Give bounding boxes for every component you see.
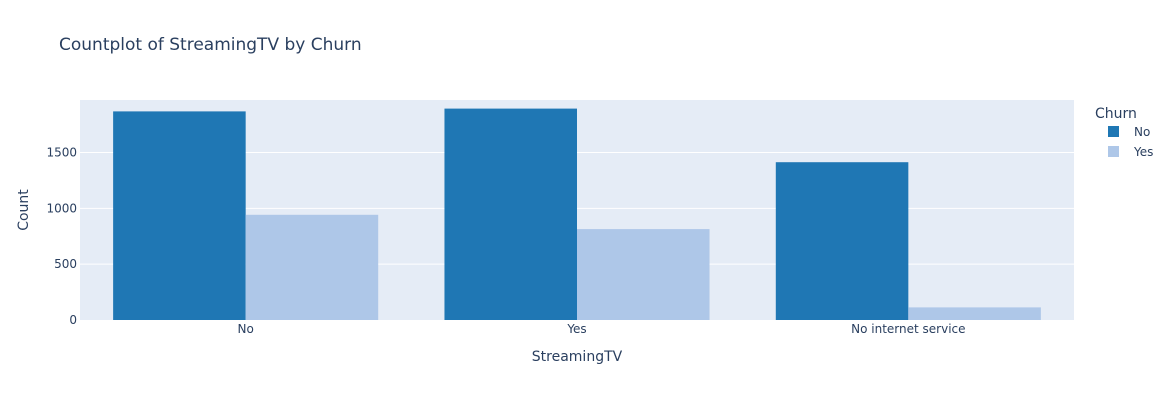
bar-no-internet-service-no[interactable] [775,162,909,320]
legend-label-yes[interactable]: Yes [1133,145,1153,159]
y-tick-label: 0 [69,313,77,327]
x-axis-ticks: No Yes No internet service [238,322,966,336]
y-axis-title: Count [16,189,32,231]
x-tick-label: No [238,322,254,336]
x-axis-title: StreamingTV [532,349,623,365]
y-tick-label: 500 [54,257,77,271]
legend-swatch-no[interactable] [1108,126,1119,137]
bar-no-no[interactable] [113,111,246,320]
y-tick-label: 1500 [46,145,77,159]
bars [113,108,1041,320]
x-tick-label: Yes [566,322,586,336]
y-axis-ticks: 0 500 1000 1500 [46,145,77,327]
bar-yes-yes[interactable] [577,229,710,320]
bar-no-internet-service-yes[interactable] [908,307,1041,320]
legend-items: No Yes [1108,125,1153,159]
bar-yes-no[interactable] [444,108,577,320]
y-tick-label: 1000 [46,201,77,215]
x-tick-label: No internet service [851,322,965,336]
legend-swatch-yes[interactable] [1108,146,1119,157]
legend-label-no[interactable]: No [1134,125,1150,139]
legend[interactable]: Churn No Yes [1095,106,1153,159]
bar-no-yes[interactable] [245,214,379,320]
legend-title: Churn [1095,106,1137,122]
chart-title: Countplot of StreamingTV by Churn [59,35,362,55]
